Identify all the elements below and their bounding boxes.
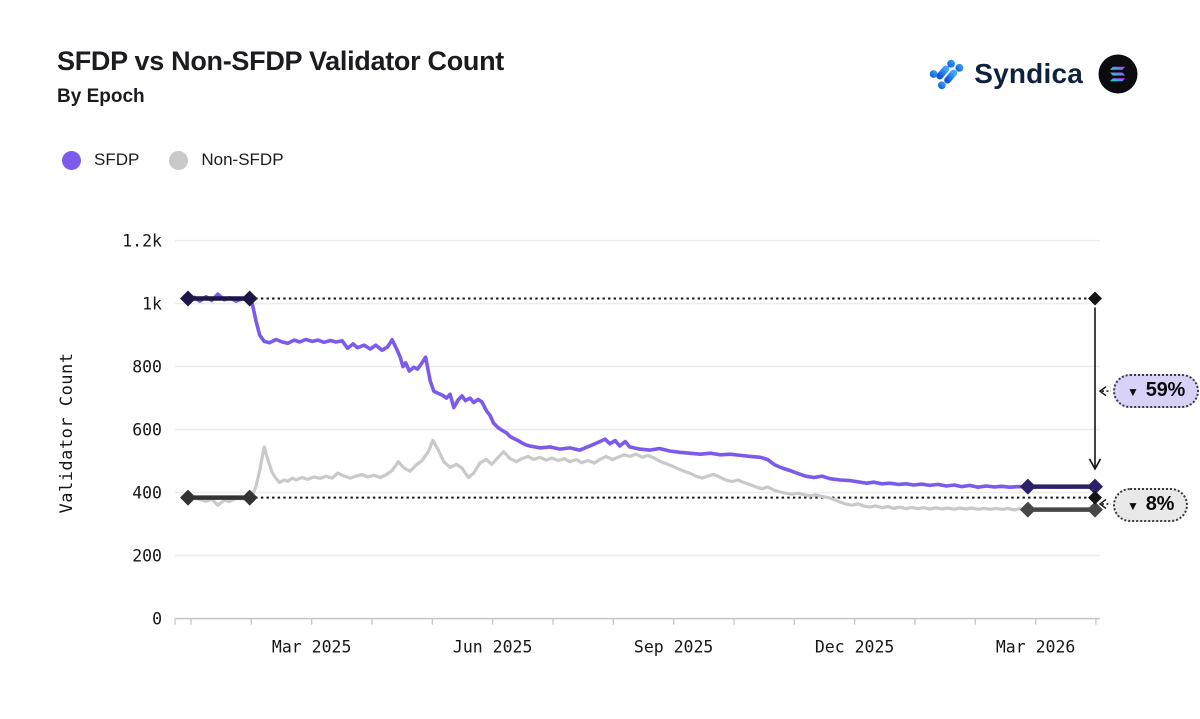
page-subtitle: By Epoch xyxy=(57,86,145,107)
svg-text:1k: 1k xyxy=(142,295,162,314)
nonsfdp-drop-value: 8% xyxy=(1145,493,1175,515)
brand-area: Syndica xyxy=(928,54,1138,94)
down-triangle-icon: ▼ xyxy=(1127,384,1139,399)
legend-label-nonsfdp: Non-SFDP xyxy=(201,150,284,169)
svg-text:400: 400 xyxy=(132,484,162,503)
svg-text:200: 200 xyxy=(132,547,162,566)
sfdp-drop-badge: ▼ 59% xyxy=(1113,374,1200,408)
svg-text:600: 600 xyxy=(132,421,162,440)
solana-logo-icon xyxy=(1098,54,1138,94)
syndica-icon xyxy=(929,59,964,89)
sfdp-drop-value: 59% xyxy=(1145,379,1186,401)
legend-item-sfdp[interactable]: SFDP xyxy=(62,150,139,170)
syndica-wordmark: Syndica xyxy=(974,58,1083,89)
header: SFDP vs Non-SFDP Validator Count By Epoc… xyxy=(57,46,504,108)
svg-text:1.2k: 1.2k xyxy=(122,232,162,251)
nonsfdp-drop-badge: ▼ 8% xyxy=(1113,488,1189,522)
svg-text:800: 800 xyxy=(132,358,162,377)
svg-text:Dec 2025: Dec 2025 xyxy=(815,638,894,657)
legend-item-nonsfdp[interactable]: Non-SFDP xyxy=(169,150,284,170)
svg-text:Validator Count: Validator Count xyxy=(57,352,77,513)
nonsfdp-series-dot-icon xyxy=(169,150,189,170)
syndica-logo: Syndica xyxy=(928,56,1083,93)
page-title: SFDP vs Non-SFDP Validator Count xyxy=(57,46,504,76)
svg-text:Mar 2026: Mar 2026 xyxy=(996,638,1075,657)
sfdp-series-dot-icon xyxy=(62,150,81,170)
chart-legend: SFDP Non-SFDP xyxy=(62,150,284,170)
down-triangle-icon: ▼ xyxy=(1127,498,1139,513)
legend-label-sfdp: SFDP xyxy=(94,150,140,169)
svg-text:0: 0 xyxy=(152,610,162,629)
svg-text:Mar 2025: Mar 2025 xyxy=(272,638,351,657)
svg-text:Sep 2025: Sep 2025 xyxy=(634,638,713,657)
svg-text:Jun 2025: Jun 2025 xyxy=(453,638,532,657)
